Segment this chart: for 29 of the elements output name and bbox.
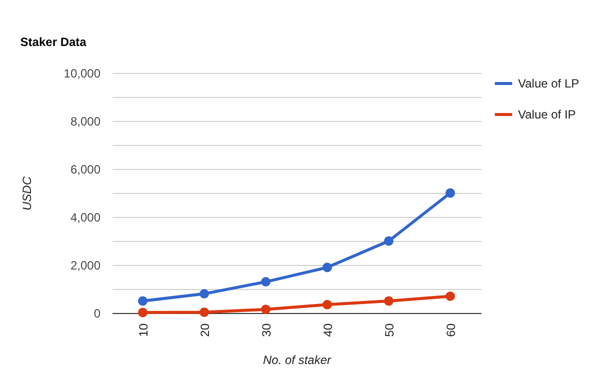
x-axis-title: No. of staker [262, 352, 332, 367]
point [322, 300, 332, 310]
point [384, 296, 394, 306]
y-tick-label: 4,000 [70, 210, 101, 224]
point [200, 308, 209, 318]
chart-title: Staker Data [20, 35, 87, 49]
point [261, 304, 270, 314]
legend-label: Value of LP [518, 76, 580, 90]
point [446, 188, 455, 198]
x-tick-label: 10 [136, 323, 150, 337]
point [446, 291, 455, 301]
x-tick-label: 30 [259, 323, 274, 337]
y-tick-label: 8,000 [70, 114, 101, 128]
y-tick-label: 10,000 [64, 66, 101, 80]
x-tick-label: 60 [444, 323, 458, 337]
point [200, 289, 209, 299]
x-tick-label: 20 [198, 323, 212, 337]
point [261, 277, 270, 287]
x-tick-label: 40 [320, 323, 335, 337]
y-tick-label: 0 [94, 306, 101, 320]
legend-label: Value of IP [518, 108, 576, 122]
point [138, 296, 148, 306]
y-tick-label: 6,000 [70, 162, 101, 176]
point [322, 262, 332, 272]
point [138, 308, 148, 318]
x-tick-label: 50 [382, 323, 396, 337]
y-axis-title: USDC [20, 176, 34, 211]
text: 2,000 [70, 258, 100, 272]
point [384, 236, 394, 246]
